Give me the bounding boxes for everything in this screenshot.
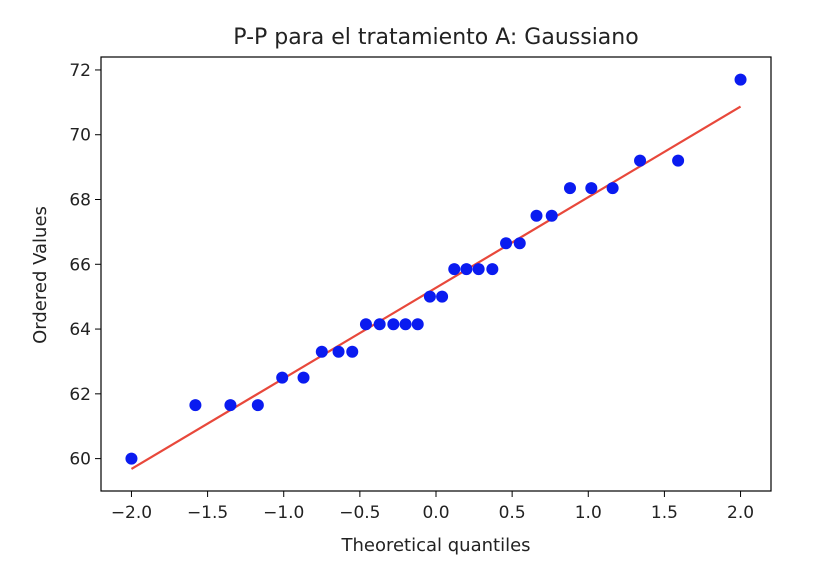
- data-point: [513, 237, 526, 250]
- data-point: [125, 452, 138, 465]
- y-tick-label: 66: [69, 255, 91, 275]
- x-tick-label: −0.5: [339, 503, 380, 523]
- x-axis-label: Theoretical quantiles: [340, 535, 530, 556]
- data-point: [387, 318, 400, 331]
- data-point: [606, 182, 619, 195]
- data-point: [315, 345, 328, 358]
- data-point: [423, 290, 436, 303]
- data-point: [530, 209, 543, 222]
- data-point: [634, 154, 647, 167]
- y-tick-label: 62: [69, 385, 91, 405]
- x-tick-label: 1.0: [575, 503, 602, 523]
- y-tick-label: 60: [69, 450, 91, 470]
- y-tick-label: 72: [69, 61, 91, 81]
- data-point: [251, 399, 264, 412]
- y-axis-label: Ordered Values: [30, 206, 51, 344]
- fit-line: [130, 105, 742, 470]
- y-tick-label: 64: [69, 320, 91, 340]
- chart-title: P-P para el tratamiento A: Gaussiano: [233, 25, 638, 50]
- data-point: [297, 371, 310, 384]
- data-point: [399, 318, 412, 331]
- data-point: [585, 182, 598, 195]
- data-point: [486, 263, 499, 276]
- data-point: [672, 154, 685, 167]
- data-point: [448, 263, 461, 276]
- x-tick-label: 2.0: [727, 503, 754, 523]
- data-point: [189, 399, 202, 412]
- x-tick-label: 0.0: [422, 503, 449, 523]
- plot-frame: [100, 56, 772, 492]
- data-point: [359, 318, 372, 331]
- data-point: [472, 263, 485, 276]
- x-tick-label: 0.5: [499, 503, 526, 523]
- data-point: [734, 73, 747, 86]
- x-tick-label: −2.0: [111, 503, 152, 523]
- data-point: [436, 290, 449, 303]
- data-point: [411, 318, 424, 331]
- y-tick-label: 68: [69, 191, 91, 211]
- x-tick-label: −1.5: [187, 503, 228, 523]
- data-point: [460, 263, 473, 276]
- x-tick-label: 1.5: [651, 503, 678, 523]
- data-point: [224, 399, 237, 412]
- data-point: [564, 182, 576, 195]
- x-tick-label: −1.0: [263, 503, 304, 523]
- data-point: [346, 345, 359, 358]
- data-point: [276, 371, 289, 384]
- y-tick-label: 70: [69, 126, 91, 146]
- data-point: [545, 209, 558, 222]
- data-point: [332, 345, 345, 358]
- data-point: [500, 237, 513, 250]
- data-point: [373, 318, 386, 331]
